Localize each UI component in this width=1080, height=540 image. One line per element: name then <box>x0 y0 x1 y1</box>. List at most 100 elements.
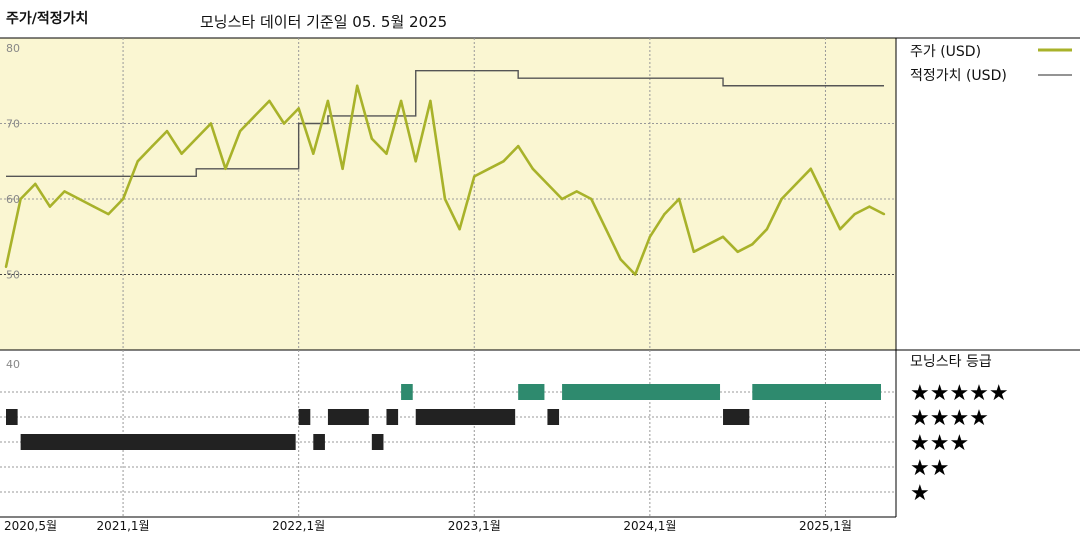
rating-star-label: ★★★★★ <box>910 381 1009 406</box>
rating-period-bar <box>298 409 311 425</box>
price-point <box>487 167 491 170</box>
rating-period-bar <box>327 409 369 425</box>
price-point <box>4 265 8 269</box>
price-point <box>370 137 373 140</box>
price-point <box>78 197 81 201</box>
price-point <box>209 122 213 125</box>
x-tick-label: 2024,1월 <box>623 519 676 533</box>
price-point <box>253 114 256 118</box>
price-point <box>736 250 739 253</box>
rating-period-bar <box>6 409 18 425</box>
rating-period-bar <box>371 434 384 450</box>
price-point <box>19 197 22 201</box>
x-tick-label: 2021,1월 <box>97 519 150 533</box>
price-point <box>195 137 198 140</box>
price-point <box>824 197 827 201</box>
y-tick-label: 50 <box>6 269 20 282</box>
price-point <box>765 228 769 231</box>
rating-period-bar <box>401 384 413 400</box>
price-point <box>853 212 856 216</box>
x-tick-label: 2022,1월 <box>272 519 325 533</box>
price-point <box>458 228 461 231</box>
price-point <box>297 107 300 110</box>
rating-star-label: ★★ <box>910 456 949 481</box>
price-point <box>414 160 417 163</box>
price-point <box>282 122 286 125</box>
price-point <box>443 197 447 201</box>
price-point <box>151 144 154 148</box>
price-point <box>48 205 52 208</box>
price-point <box>663 212 666 216</box>
rating-period-bar <box>313 434 325 450</box>
rating-period-bar <box>386 409 399 425</box>
price-point <box>312 152 315 155</box>
price-point <box>575 190 578 193</box>
price-point <box>648 235 652 238</box>
price-point <box>341 167 344 170</box>
price-point <box>677 197 681 201</box>
price-panel-background <box>0 38 896 350</box>
rating-star-label: ★★★★ <box>910 406 989 431</box>
chart-main-title: 모닝스타 데이터 기준일 05. 5월 2025 <box>200 13 448 31</box>
price-point <box>531 167 534 170</box>
rating-period-bar <box>20 434 296 450</box>
rating-period-bar <box>415 409 516 425</box>
price-point <box>107 212 110 216</box>
price-point <box>399 99 403 103</box>
rating-y-tick-label: 40 <box>6 358 20 371</box>
price-point <box>707 243 710 246</box>
rating-period-bar <box>547 409 560 425</box>
rating-period-bar <box>752 384 881 400</box>
rating-star-label: ★★★ <box>910 431 969 456</box>
price-point <box>238 129 242 133</box>
price-point <box>517 144 520 148</box>
price-point <box>751 243 754 246</box>
price-point <box>502 160 505 163</box>
rating-panel-background <box>0 350 896 517</box>
x-tick-label: 2023,1월 <box>448 519 501 533</box>
rating-star-label: ★ <box>910 481 930 506</box>
price-point <box>634 273 637 276</box>
price-point <box>692 250 695 253</box>
legend-price-label: 주가 (USD) <box>910 44 981 60</box>
price-point <box>165 129 169 133</box>
price-point <box>136 160 139 163</box>
price-point <box>180 152 183 155</box>
price-point <box>882 212 886 216</box>
rating-period-bar <box>562 384 721 400</box>
price-point <box>604 228 608 231</box>
price-point <box>92 205 96 208</box>
price-point <box>619 258 622 261</box>
fair-value-line <box>6 69 884 178</box>
price-point <box>473 175 476 178</box>
legend-fair-value-label: 적정가치 (USD) <box>910 68 1007 84</box>
price-point <box>590 197 593 201</box>
price-point <box>224 167 227 170</box>
price-point <box>721 235 725 238</box>
price-point <box>795 182 798 186</box>
price-point <box>385 152 388 155</box>
price-point <box>429 99 432 103</box>
price-point <box>868 205 871 208</box>
price-point <box>34 182 37 186</box>
y-tick-label: 60 <box>6 193 20 206</box>
rating-panel-title: 모닝스타 등급 <box>910 354 992 370</box>
y-tick-label: 70 <box>6 118 20 131</box>
chart-left-title: 주가/적정가치 <box>6 11 89 27</box>
rating-period-bar <box>723 409 750 425</box>
price-point <box>356 84 359 88</box>
price-point <box>560 197 564 201</box>
price-point <box>780 197 783 201</box>
price-point <box>838 228 842 231</box>
price-point <box>546 182 549 186</box>
price-point <box>121 197 125 201</box>
x-tick-label: 2025,1월 <box>799 519 852 533</box>
price-point <box>63 190 66 193</box>
price-point <box>809 167 812 170</box>
y-tick-label: 80 <box>6 42 20 55</box>
price-point <box>326 99 330 103</box>
x-tick-label: 2020,5월 <box>4 519 57 533</box>
price-point <box>268 99 271 103</box>
rating-period-bar <box>518 384 545 400</box>
